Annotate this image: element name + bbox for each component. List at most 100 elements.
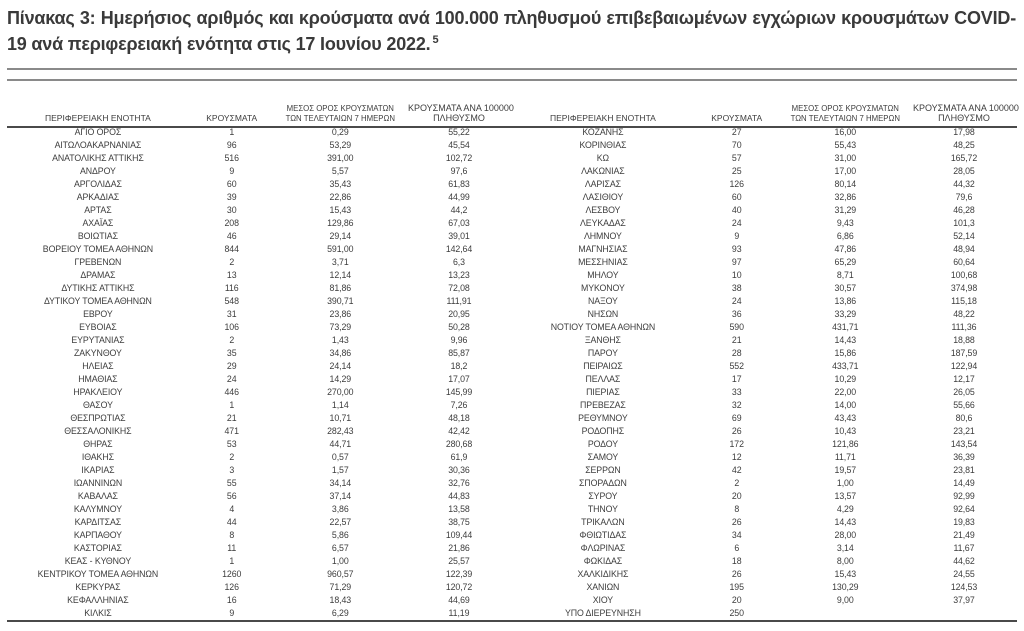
region-cell: ΔΥΤΙΚΟΥ ΤΟΜΕΑ ΑΘΗΝΩΝ: [43, 296, 152, 306]
avg7-cell: 14,43: [834, 335, 857, 345]
avg7-cell: 121,86: [832, 439, 859, 449]
cases-cell: 10: [731, 270, 742, 280]
divider-line-bottom: [7, 79, 1017, 81]
table-row: ΑΡΤΑΣ 30 15,43 44,2: [7, 204, 512, 217]
divider-line-top: [7, 68, 1017, 70]
region-cell: ΛΕΥΚΑΔΑΣ: [580, 218, 626, 228]
avg7-cell: 15,86: [834, 348, 857, 358]
region-cell: ΧΙΟΥ: [592, 595, 614, 605]
avg7-cell: 0,57: [331, 452, 349, 462]
per100k-cell: 120,72: [445, 582, 473, 592]
table-row: ΑΧΑΪΑΣ 208 129,86 67,03: [7, 217, 512, 230]
region-cell: ΛΕΣΒΟΥ: [585, 205, 621, 215]
table-row: ΕΥΒΟΙΑΣ 106 73,29 50,28: [7, 321, 512, 334]
table-row: ΠΙΕΡΙΑΣ 33 22,00 26,05: [512, 386, 1017, 399]
table-row: ΛΕΥΚΑΔΑΣ 24 9,43 101,3: [512, 217, 1017, 230]
cases-cell: 42: [731, 465, 742, 475]
table-row: ΑΙΤΩΛΟΑΚΑΡΝΑΝΙΑΣ 96 53,29 45,54: [7, 139, 512, 152]
per100k-cell: [911, 607, 1017, 620]
region-cell: ΛΑΣΙΘΙΟΥ: [582, 192, 624, 202]
per100k-cell: 48,18: [448, 413, 470, 423]
table-row: ΗΛΕΙΑΣ 29 24,14 18,2: [7, 360, 512, 373]
per100k-cell: 38,75: [448, 517, 470, 527]
per100k-cell: 48,22: [953, 309, 975, 319]
cases-cell: 3: [229, 465, 235, 475]
region-cell: ΞΑΝΘΗΣ: [584, 335, 621, 345]
cases-cell: 39: [226, 192, 237, 202]
region-cell: ΕΥΒΟΙΑΣ: [79, 322, 117, 332]
table-row: ΔΥΤΙΚΟΥ ΤΟΜΕΑ ΑΘΗΝΩΝ 548 390,71 111,91: [7, 295, 512, 308]
cases-cell: 93: [731, 244, 742, 254]
cases-cell: 9: [734, 231, 740, 241]
avg7-cell: 282,43: [327, 426, 354, 436]
avg7-cell: 17,00: [834, 166, 857, 176]
region-cell: ΚΕΝΤΡΙΚΟΥ ΤΟΜΕΑ ΑΘΗΝΩΝ: [37, 569, 159, 579]
cases-cell: 24: [226, 374, 237, 384]
table-row: ΡΕΘΥΜΝΟΥ 69 43,43 80,6: [512, 412, 1017, 425]
avg7-cell: 24,14: [329, 361, 352, 371]
table-row: ΘΕΣΣΑΛΟΝΙΚΗΣ 471 282,43 42,42: [7, 425, 512, 438]
per100k-cell: 45,54: [448, 140, 470, 150]
avg7-cell: 30,57: [834, 283, 857, 293]
avg7-cell: 9,43: [836, 218, 854, 228]
per100k-cell: 18,2: [450, 361, 468, 371]
table-row: ΛΑΡΙΣΑΣ 126 80,14 44,32: [512, 178, 1017, 191]
avg7-cell: 8,71: [836, 270, 854, 280]
table-row: ΒΟΡΕΙΟΥ ΤΟΜΕΑ ΑΘΗΝΩΝ 844 591,00 142,64: [7, 243, 512, 256]
avg7-cell: 1,00: [836, 478, 854, 488]
region-cell: ΙΩΑΝΝΙΝΩΝ: [73, 478, 123, 488]
cases-cell: 97: [731, 257, 742, 267]
per100k-cell: 24,55: [953, 569, 975, 579]
cases-cell: 8: [229, 530, 235, 540]
avg7-cell: 1,14: [331, 400, 349, 410]
region-cell: ΚΟΡΙΝΘΙΑΣ: [579, 140, 627, 150]
per100k-cell: 20,95: [448, 309, 470, 319]
cases-cell: 844: [224, 244, 239, 254]
table-row: ΛΑΣΙΘΙΟΥ 60 32,86 79,6: [512, 191, 1017, 204]
avg7-cell: 3,86: [331, 504, 349, 514]
cases-cell: 446: [224, 387, 239, 397]
region-cell: ΑΡΚΑΔΙΑΣ: [76, 192, 120, 202]
avg7-cell: 37,14: [329, 491, 352, 501]
avg7-cell: 23,86: [329, 309, 352, 319]
region-cell: ΚΕΦΑΛΛΗΝΙΑΣ: [67, 595, 129, 605]
cases-cell: 2: [229, 257, 235, 267]
table-row: ΖΑΚΥΝΘΟΥ 35 34,86 85,87: [7, 347, 512, 360]
cases-cell: 548: [224, 296, 239, 306]
per100k-cell: 145,99: [445, 387, 473, 397]
table-row: ΠΑΡΟΥ 28 15,86 187,59: [512, 347, 1017, 360]
per100k-cell: 61,9: [450, 452, 468, 462]
cases-cell: 28: [731, 348, 742, 358]
per100k-cell: 23,21: [953, 426, 975, 436]
cases-cell: 2: [229, 335, 235, 345]
region-cell: ΑΙΤΩΛΟΑΚΑΡΝΑΝΙΑΣ: [54, 140, 142, 150]
cases-cell: 1: [229, 127, 235, 137]
avg7-cell: 31,29: [834, 205, 857, 215]
region-cell: ΒΟΙΩΤΙΑΣ: [77, 231, 118, 241]
header-underline: [7, 126, 1017, 128]
per100k-cell: 143,54: [950, 439, 978, 449]
region-cell: ΝΗΣΩΝ: [587, 309, 619, 319]
table-row: ΜΑΓΝΗΣΙΑΣ 93 47,86 48,94: [512, 243, 1017, 256]
cases-cell: 126: [729, 179, 744, 189]
cases-cell: 96: [226, 140, 237, 150]
cases-cell: 116: [224, 283, 239, 293]
cases-cell: 40: [731, 205, 742, 215]
table-row: ΑΝΑΤΟΛΙΚΗΣ ΑΤΤΙΚΗΣ 516 391,00 102,72: [7, 152, 512, 165]
per100k-cell: 187,59: [950, 348, 978, 358]
avg7-cell: 10,71: [329, 413, 352, 423]
table-row: ΠΡΕΒΕΖΑΣ 32 14,00 55,66: [512, 399, 1017, 412]
region-cell: ΑΝΑΤΟΛΙΚΗΣ ΑΤΤΙΚΗΣ: [52, 153, 144, 163]
table-row: ΤΡΙΚΑΛΩΝ 26 14,43 19,83: [512, 516, 1017, 529]
table-row: ΚΙΛΚΙΣ 9 6,29 11,19: [7, 607, 512, 620]
table-row: ΠΕΛΛΑΣ 17 10,29 12,17: [512, 373, 1017, 386]
region-cell: ΜΗΛΟΥ: [587, 270, 619, 280]
column-header-cases: ΚΡΟΥΣΜΑΤΑ: [711, 112, 763, 123]
avg7-cell: 15,43: [834, 569, 857, 579]
table-row: ΚΑΒΑΛΑΣ 56 37,14 44,83: [7, 490, 512, 503]
region-cell: ΠΡΕΒΕΖΑΣ: [580, 400, 626, 410]
region-cell: ΙΘΑΚΗΣ: [81, 452, 114, 462]
cases-cell: 21: [731, 335, 742, 345]
avg7-cell: 5,86: [331, 530, 349, 540]
per100k-cell: 13,23: [448, 270, 470, 280]
